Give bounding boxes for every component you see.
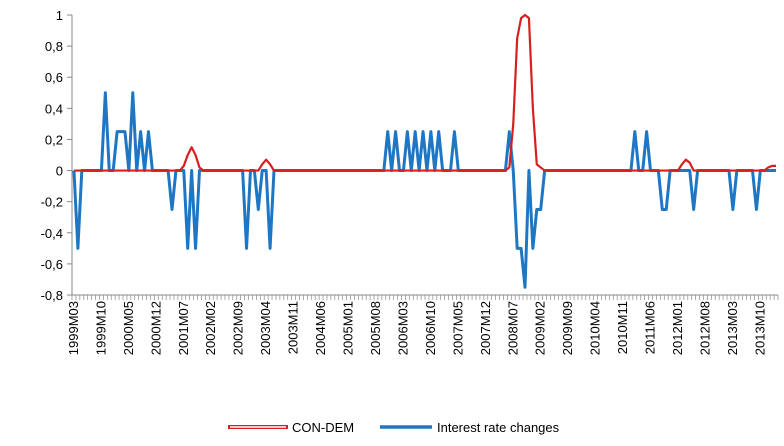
x-tick-label: 2003M11 (286, 301, 301, 354)
y-tick-label: 0,8 (45, 39, 63, 54)
x-tick-label: 2006M03 (395, 301, 410, 355)
x-tick-label: 2004M06 (313, 301, 328, 355)
x-tick-label: 2006M10 (423, 301, 438, 355)
x-tick-label: 2005M08 (368, 301, 383, 355)
x-tick-label: 2012M08 (697, 301, 712, 355)
x-tick-label: 2009M02 (533, 301, 548, 355)
x-tick-label: 2000M05 (121, 301, 136, 355)
x-tick-label: 2002M02 (203, 301, 218, 355)
x-tick-label: 2007M05 (450, 301, 465, 355)
y-tick-label: -0,8 (41, 288, 63, 303)
x-tick-label: 2002M09 (231, 301, 246, 355)
x-tick-label: 2003M04 (258, 301, 273, 355)
y-tick-label: -0,6 (41, 257, 63, 272)
y-tick-label: 0 (56, 164, 63, 179)
x-tick-label: 2009M09 (560, 301, 575, 355)
x-tick-label: 2007M12 (478, 301, 493, 355)
x-tick-label: 2011M06 (643, 301, 658, 354)
x-tick-label: 1999M10 (93, 301, 108, 355)
x-tick-label: 2010M04 (588, 301, 603, 355)
x-tick-label: 2001M07 (176, 301, 191, 355)
x-tick-label: 2005M01 (341, 301, 356, 355)
legend-label: CON-DEM (292, 420, 354, 435)
x-tick-label: 2010M11 (615, 301, 630, 354)
series-line (72, 91, 777, 289)
legend-label: Interest rate changes (437, 420, 560, 435)
y-tick-label: -0,4 (41, 226, 63, 241)
x-tick-label: 2013M10 (752, 301, 767, 355)
y-tick-label: 1 (56, 8, 63, 23)
x-tick-label: 2012M01 (670, 301, 685, 355)
y-tick-label: -0,2 (41, 195, 63, 210)
y-tick-label: 0,6 (45, 70, 63, 85)
x-tick-label: 2008M07 (505, 301, 520, 355)
y-tick-label: 0,2 (45, 132, 63, 147)
x-tick-label: 2000M12 (148, 301, 163, 355)
x-tick-label: 1999M03 (66, 301, 81, 355)
x-tick-label: 2013M03 (725, 301, 740, 355)
series-line (73, 13, 777, 172)
y-tick-label: 0,4 (45, 101, 63, 116)
